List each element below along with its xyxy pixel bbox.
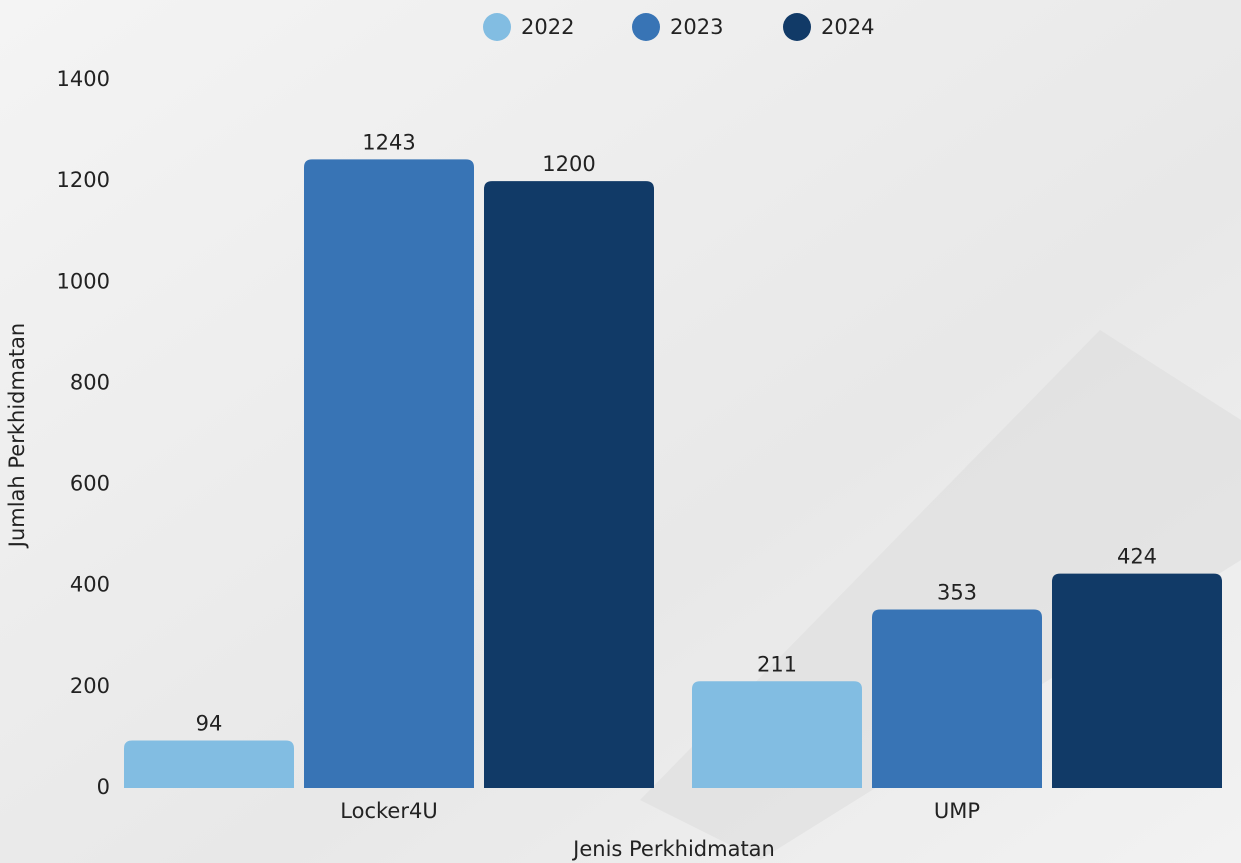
y-tick-label: 1200 bbox=[57, 168, 110, 192]
legend-label: 2023 bbox=[670, 15, 723, 39]
y-tick-label: 1400 bbox=[57, 67, 110, 91]
y-tick-label: 800 bbox=[70, 370, 110, 394]
y-tick-label: 1000 bbox=[57, 269, 110, 293]
data-label: 211 bbox=[757, 652, 797, 676]
data-label: 424 bbox=[1117, 545, 1157, 569]
data-label: 1200 bbox=[542, 152, 595, 176]
y-tick-label: 400 bbox=[70, 573, 110, 597]
data-label: 94 bbox=[196, 711, 223, 735]
x-tick-label: Locker4U bbox=[340, 799, 437, 823]
y-axis-label: Jumlah Perkhidmatan bbox=[5, 323, 29, 550]
x-tick-label: UMP bbox=[934, 799, 980, 823]
legend-label: 2022 bbox=[521, 15, 574, 39]
legend-swatch bbox=[783, 13, 811, 41]
data-label: 1243 bbox=[362, 130, 415, 154]
legend-label: 2024 bbox=[821, 15, 874, 39]
y-tick-label: 0 bbox=[97, 775, 110, 799]
bar bbox=[872, 609, 1042, 788]
bar bbox=[1052, 573, 1222, 788]
bar bbox=[484, 181, 654, 789]
y-tick-label: 200 bbox=[70, 674, 110, 698]
legend-swatch bbox=[632, 13, 660, 41]
x-axis-label: Jenis Perkhidmatan bbox=[571, 837, 775, 861]
bar bbox=[304, 159, 474, 788]
legend-swatch bbox=[483, 13, 511, 41]
y-tick-label: 600 bbox=[70, 472, 110, 496]
bar bbox=[124, 740, 294, 788]
data-label: 353 bbox=[937, 580, 977, 604]
bar bbox=[692, 681, 862, 788]
